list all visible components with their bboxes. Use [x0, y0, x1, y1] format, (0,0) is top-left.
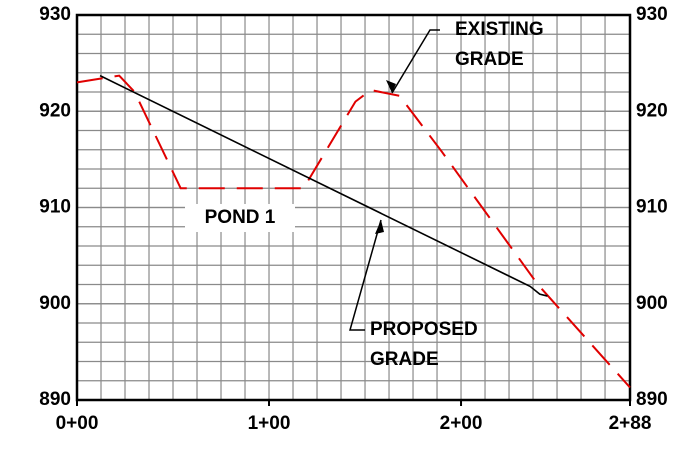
y2-tick-label: 890: [636, 389, 668, 410]
plot-frame: [75, 13, 632, 402]
y2-tick-label: 930: [636, 4, 668, 25]
series-line: [76, 74, 631, 389]
arrowhead: [375, 220, 384, 234]
x-tick-label: 2+88: [609, 413, 652, 434]
annotation: POND 1: [205, 207, 276, 228]
y2-tick-label: 920: [636, 100, 668, 121]
arrowhead: [386, 80, 396, 93]
x-tick-label: 2+00: [440, 413, 483, 434]
annotation: GRADE: [370, 349, 439, 370]
y2-tick-label: 900: [636, 293, 668, 314]
series-line: [99, 74, 548, 297]
y-tick-label: 910: [39, 197, 71, 218]
grid: [77, 14, 630, 401]
y-tick-label: 890: [39, 389, 71, 410]
annotation: EXISTING: [455, 19, 544, 40]
y-tick-label: 920: [39, 100, 71, 121]
leader: [349, 219, 382, 331]
y-tick-label: 900: [39, 293, 71, 314]
leader: [391, 29, 440, 94]
y-tick-label: 930: [39, 4, 71, 25]
x-tick-label: 1+00: [248, 413, 291, 434]
annotation: PROPOSED: [370, 319, 478, 340]
x-tick-label: 0+00: [56, 413, 99, 434]
label-bg: [185, 204, 295, 232]
annotation: GRADE: [455, 49, 524, 70]
y2-tick-label: 910: [636, 197, 668, 218]
